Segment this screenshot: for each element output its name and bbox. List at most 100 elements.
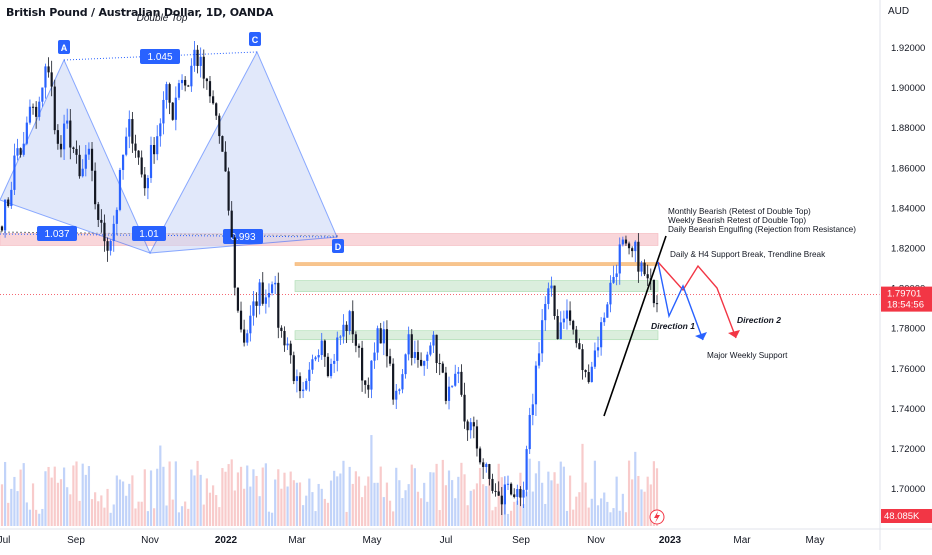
volume-bar — [208, 492, 212, 526]
x-tick-label: May — [363, 535, 382, 546]
candle-body — [283, 330, 286, 346]
zone-orange-line — [294, 262, 659, 266]
ratio-0993-text: 0.993 — [230, 232, 255, 243]
volume-bar — [196, 460, 199, 526]
volume-bar — [454, 498, 457, 526]
x-tick-label: May — [806, 535, 825, 546]
candle-body — [35, 106, 38, 117]
volume-tag — [881, 509, 932, 523]
candle-body — [336, 337, 339, 361]
volume-bar — [339, 473, 342, 526]
candle-body — [199, 56, 202, 66]
volume-bar — [72, 465, 75, 526]
candle-body — [286, 343, 289, 346]
ratio-0993: 0.993 — [223, 229, 263, 244]
volume-bar — [249, 486, 252, 526]
candle-body — [112, 223, 115, 241]
resistance-note-1: Weekly Bearish Retest of Double Top) — [668, 216, 806, 225]
candle-body — [609, 282, 612, 305]
volume-bar — [553, 472, 556, 526]
volume-bar — [364, 485, 367, 526]
volume-bar — [581, 443, 584, 526]
candle-body — [264, 297, 267, 304]
y-tick-label: 1.90000 — [891, 83, 925, 94]
ratio-1045-text: 1.045 — [147, 52, 172, 63]
volume-bar — [435, 463, 438, 526]
candle-body — [382, 329, 385, 344]
y-tick-label: 1.78000 — [891, 324, 925, 335]
candle-body — [460, 371, 463, 395]
volume-bar — [426, 501, 429, 526]
candle-body — [441, 363, 444, 373]
volume-bar — [615, 476, 618, 526]
ratio-101: 1.01 — [132, 226, 166, 241]
candle-body — [53, 86, 56, 131]
volume-bar — [84, 474, 87, 526]
volume-bar — [87, 466, 91, 526]
volume-bar — [128, 483, 131, 526]
x-tick-label: Jul — [440, 535, 453, 546]
candle-body — [75, 148, 78, 155]
candle-body — [211, 96, 215, 104]
candle-body — [463, 394, 466, 422]
candle-body — [643, 262, 646, 275]
volume-bar — [215, 495, 218, 526]
direction-2-arrow — [728, 330, 740, 338]
volume-bar — [469, 490, 472, 526]
candle-body — [171, 102, 174, 120]
candle-body — [488, 464, 491, 479]
volume-bar — [568, 475, 572, 526]
y-tick-label: 1.86000 — [891, 163, 925, 174]
candle-body — [534, 365, 538, 405]
candle-body — [637, 241, 640, 272]
volume-bar — [156, 468, 159, 526]
candle-body — [227, 171, 230, 211]
point-a-label-text: A — [61, 43, 68, 53]
candle-body — [466, 421, 469, 431]
candle-body — [156, 136, 159, 155]
volume-bar — [587, 507, 590, 526]
volume-bar — [379, 466, 382, 526]
last-price-value: 1.79701 — [887, 289, 921, 300]
candle-body — [233, 237, 236, 288]
direction-1-path — [657, 261, 704, 341]
volume-bar — [146, 511, 150, 526]
candle-body — [469, 422, 472, 431]
volume-bar — [618, 510, 621, 526]
candle-body — [572, 320, 575, 330]
volume-bar — [596, 505, 600, 526]
candle-body — [360, 347, 364, 381]
x-tick-label: Mar — [733, 535, 751, 546]
candle-body — [7, 199, 10, 207]
candle-body — [494, 490, 497, 492]
candle-body — [398, 389, 401, 391]
candle-body — [506, 483, 510, 485]
candle-body — [190, 65, 193, 87]
x-tick-label: Jul — [0, 535, 10, 546]
volume-bar — [280, 488, 283, 526]
candle-body — [22, 143, 25, 155]
candle-body — [187, 85, 190, 87]
candle-body — [137, 150, 140, 158]
candle-body — [562, 318, 565, 323]
volume-bar — [407, 484, 410, 526]
volume-bar — [541, 482, 544, 526]
volume-bar — [193, 475, 196, 526]
volume-bar — [314, 511, 317, 526]
candle-body — [454, 373, 457, 386]
pattern-base-line — [0, 233, 338, 238]
candle-body — [134, 143, 137, 151]
candle-body — [600, 322, 603, 348]
candle-body — [444, 372, 448, 401]
volume-bar — [451, 480, 454, 526]
candle-body — [87, 148, 91, 155]
volume-bar — [25, 502, 28, 526]
volume-bar — [31, 483, 35, 526]
volume-bar — [0, 484, 4, 526]
volume-bar — [283, 472, 286, 526]
candle-body — [528, 414, 531, 450]
candle-body — [593, 350, 597, 367]
